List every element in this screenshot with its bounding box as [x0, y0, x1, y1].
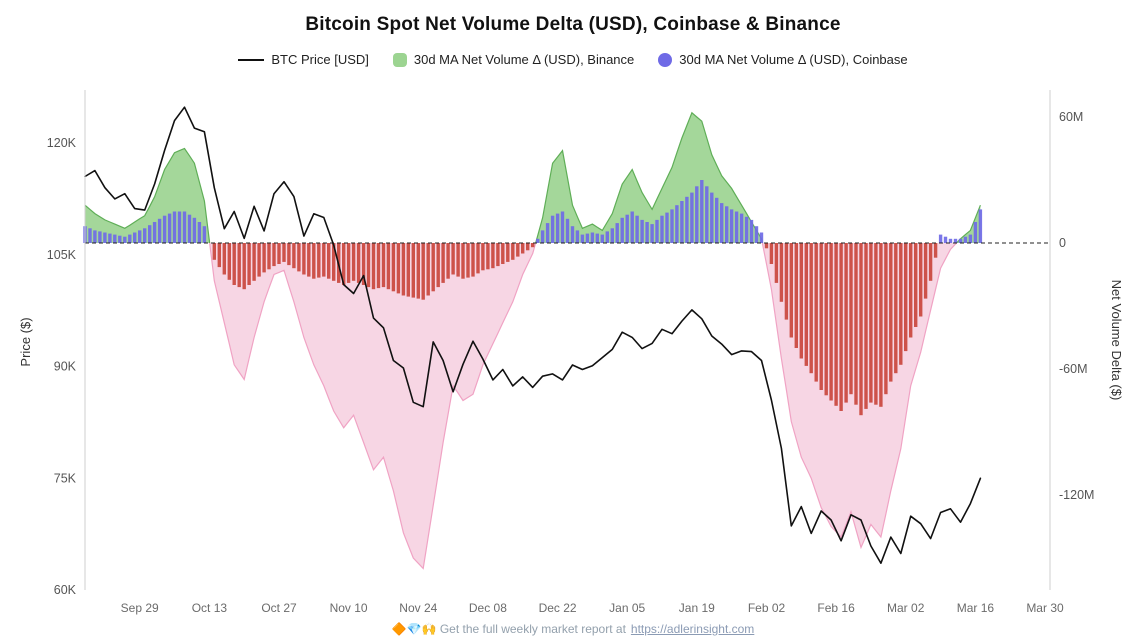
svg-text:105K: 105K [47, 248, 77, 262]
binance-area-swatch-icon [392, 52, 407, 67]
btc-price-line-swatch-icon [238, 58, 265, 61]
legend-label: 30d MA Net Volume Δ (USD), Binance [413, 52, 635, 67]
svg-text:Jan 19: Jan 19 [679, 601, 715, 615]
footer-text: 🔶💎🙌 Get the full weekly market report at [391, 622, 626, 636]
right-axis-tick-labels: 60M 0 -60M -120M [1059, 110, 1094, 502]
right-axis-title: Net Volume Delta ($) [1109, 280, 1124, 401]
svg-text:Oct 27: Oct 27 [261, 601, 297, 615]
svg-text:75K: 75K [54, 471, 77, 485]
footer-link[interactable]: https://adlerinsight.com [630, 622, 755, 636]
svg-text:Mar 02: Mar 02 [887, 601, 925, 615]
btc-price-line [84, 106, 982, 565]
svg-text:60K: 60K [54, 583, 77, 597]
svg-text:Nov 10: Nov 10 [330, 601, 368, 615]
svg-text:Mar 30: Mar 30 [1026, 601, 1064, 615]
svg-text:Dec 08: Dec 08 [469, 601, 507, 615]
legend-item-coinbase[interactable]: 30d MA Net Volume Δ (USD), Coinbase [658, 52, 908, 67]
svg-text:Jan 05: Jan 05 [609, 601, 645, 615]
svg-text:0: 0 [1059, 236, 1066, 250]
left-axis-tick-labels: 120K 105K 90K 75K 60K [47, 136, 77, 597]
svg-text:Mar 16: Mar 16 [957, 601, 995, 615]
svg-text:60M: 60M [1059, 110, 1083, 124]
svg-text:Feb 16: Feb 16 [817, 601, 855, 615]
svg-text:90K: 90K [54, 360, 77, 374]
svg-text:Sep 29: Sep 29 [121, 601, 159, 615]
left-axis-title: Price ($) [18, 317, 33, 366]
svg-text:-120M: -120M [1059, 488, 1094, 502]
footer: 🔶💎🙌 Get the full weekly market report at… [0, 622, 1146, 636]
coinbase-bar-swatch-icon [658, 52, 673, 67]
svg-text:Dec 22: Dec 22 [539, 601, 577, 615]
chart-title: Bitcoin Spot Net Volume Delta (USD), Coi… [305, 14, 841, 35]
coinbase-net-volume-bars [83, 180, 983, 416]
legend-label: BTC Price [USD] [271, 52, 369, 67]
x-axis-tick-labels: Sep 29 Oct 13 Oct 27 Nov 10 Nov 24 Dec 08 Dec … [121, 601, 1064, 615]
svg-text:Feb 02: Feb 02 [748, 601, 786, 615]
legend: BTC Price [USD] 30d MA Net Volume Δ (USD… [0, 52, 1146, 67]
legend-label: 30d MA Net Volume Δ (USD), Coinbase [679, 52, 908, 67]
svg-text:Oct 13: Oct 13 [192, 601, 228, 615]
svg-text:-60M: -60M [1059, 362, 1087, 376]
legend-item-btc-price[interactable]: BTC Price [USD] [238, 52, 369, 67]
legend-item-binance[interactable]: 30d MA Net Volume Δ (USD), Binance [392, 52, 635, 67]
svg-text:120K: 120K [47, 136, 77, 150]
svg-text:Nov 24: Nov 24 [399, 601, 437, 615]
